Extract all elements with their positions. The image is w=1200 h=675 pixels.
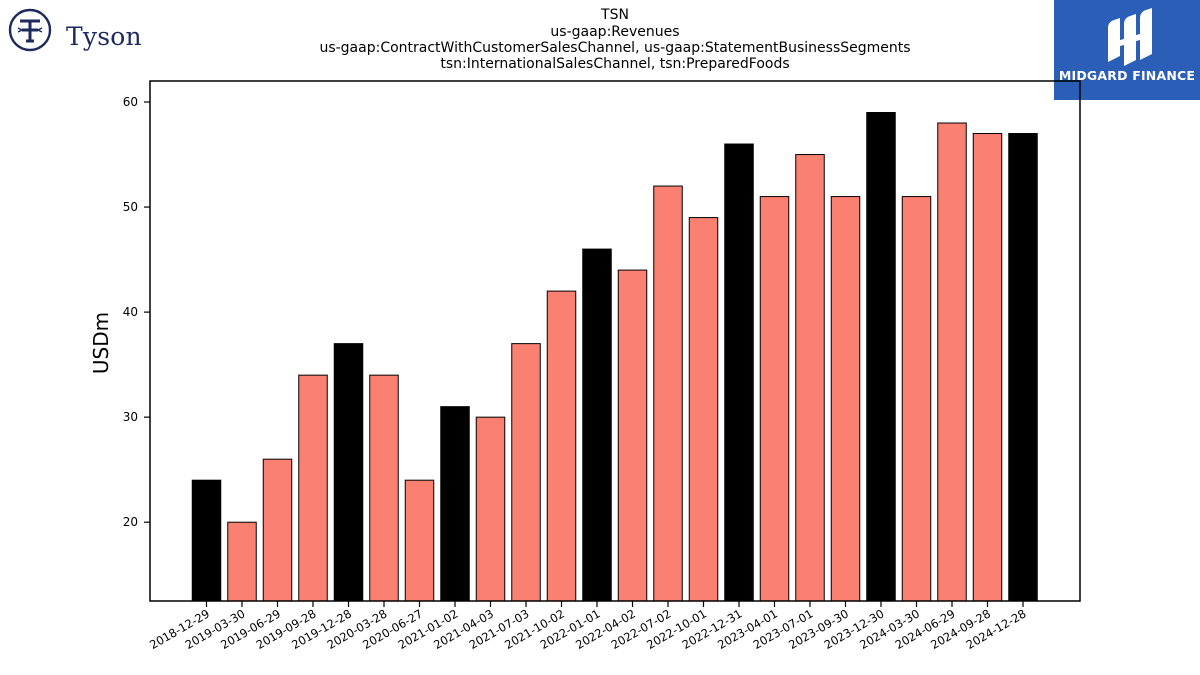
title-line-2: us-gaap:Revenues xyxy=(550,24,680,40)
bar-2023-12-30 xyxy=(866,112,896,602)
midgard-emblem-icon xyxy=(1108,8,1152,66)
bar-2021-04-03 xyxy=(475,416,506,602)
bar-2023-09-30 xyxy=(830,196,861,602)
plot-frame xyxy=(149,80,1081,602)
bar-2023-04-01 xyxy=(759,196,790,602)
bar-2024-03-30 xyxy=(901,196,932,602)
y-tick-label: 50 xyxy=(123,200,138,214)
y-axis-label: USDm xyxy=(89,312,113,374)
bar-2020-03-28 xyxy=(369,374,399,602)
bar-2022-04-02 xyxy=(617,269,648,602)
y-tick-label: 20 xyxy=(123,515,138,529)
y-axis: 20 30 40 50 60 xyxy=(123,95,150,529)
bar-2024-12-28 xyxy=(1008,133,1038,602)
y-tick-label: 60 xyxy=(123,95,138,109)
tyson-wordmark: Tyson xyxy=(66,22,142,51)
bar-2021-07-03 xyxy=(511,343,541,602)
bar-2019-06-29 xyxy=(262,458,293,602)
bar-2019-12-28 xyxy=(333,343,364,602)
bar-2022-01-01 xyxy=(582,248,612,602)
bar-2022-07-02 xyxy=(653,185,683,602)
title-line-4: tsn:InternationalSalesChannel, tsn:Prepa… xyxy=(440,56,790,72)
midgard-finance-logo: MIDGARD FINANCE xyxy=(1054,0,1200,100)
bar-2021-01-02 xyxy=(440,406,470,602)
bar-2021-10-02 xyxy=(546,290,577,602)
x-axis: 2018-12-292019-03-302019-06-292019-09-28… xyxy=(147,601,1029,652)
bar-2022-10-01 xyxy=(688,217,719,602)
bar-2024-06-29 xyxy=(937,122,967,602)
tyson-logo: Tyson xyxy=(8,8,142,54)
bar-2018-12-29 xyxy=(191,479,222,602)
tyson-emblem-icon xyxy=(8,8,52,52)
bar-2022-12-31 xyxy=(724,143,754,602)
bar-2020-06-27 xyxy=(404,479,435,602)
bar-2024-09-28 xyxy=(972,133,1003,602)
bar-2023-07-01 xyxy=(795,154,825,602)
title-line-3: us-gaap:ContractWithCustomerSalesChannel… xyxy=(319,40,911,56)
y-tick-label: 30 xyxy=(123,410,138,424)
title-line-1: TSN xyxy=(601,7,629,23)
y-tick-label: 40 xyxy=(123,305,138,319)
midgard-wordmark: MIDGARD FINANCE xyxy=(1058,68,1196,83)
bar-2019-09-28 xyxy=(298,374,328,602)
bar-2019-03-30 xyxy=(227,521,257,602)
bars-group xyxy=(191,112,1038,602)
